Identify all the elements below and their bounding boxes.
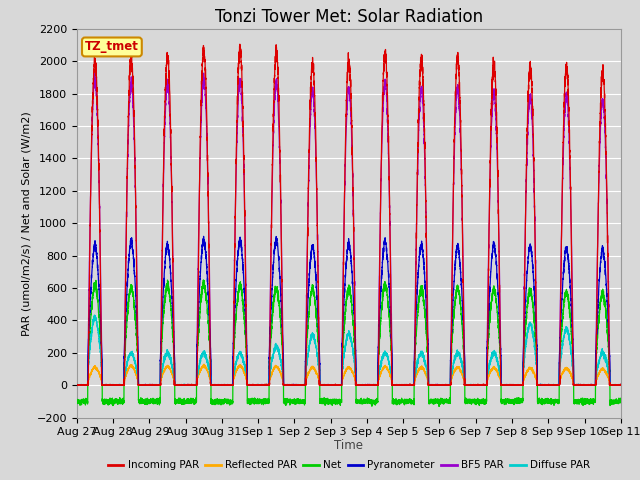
- Title: Tonzi Tower Met: Solar Radiation: Tonzi Tower Met: Solar Radiation: [215, 8, 483, 26]
- Text: TZ_tmet: TZ_tmet: [85, 40, 139, 53]
- Legend: Incoming PAR, Reflected PAR, Net, Pyranometer, BF5 PAR, Diffuse PAR: Incoming PAR, Reflected PAR, Net, Pyrano…: [104, 456, 594, 475]
- Y-axis label: PAR (umol/m2/s) / Net and Solar (W/m2): PAR (umol/m2/s) / Net and Solar (W/m2): [21, 111, 31, 336]
- X-axis label: Time: Time: [334, 439, 364, 452]
